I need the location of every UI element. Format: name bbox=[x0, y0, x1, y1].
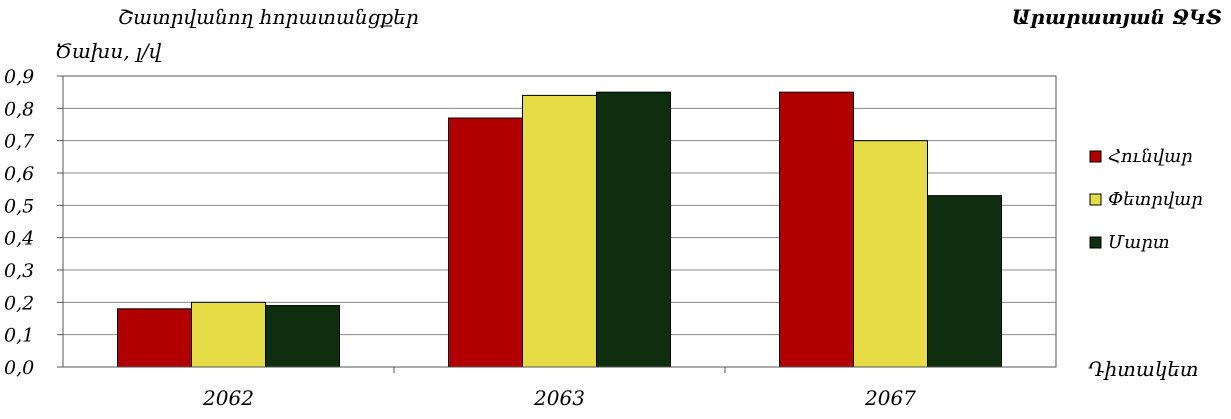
legend-label: Հունվար bbox=[1108, 146, 1193, 167]
legend-swatch bbox=[1089, 236, 1102, 249]
x-axis-label: Դիտակետ bbox=[1088, 357, 1199, 381]
chart-title-right: Արարատյան ՋԿՏ bbox=[1012, 5, 1222, 29]
x-tick-label: 2067 bbox=[864, 386, 916, 410]
legend-label: Մարտ bbox=[1108, 232, 1170, 253]
bar bbox=[191, 301, 266, 368]
y-tick-label: 0,1 bbox=[4, 325, 34, 347]
bar bbox=[853, 140, 928, 368]
y-tick-label: 0,2 bbox=[4, 292, 34, 314]
y-tick-label: 0,3 bbox=[4, 260, 34, 282]
bars bbox=[117, 91, 1002, 368]
bar bbox=[522, 94, 597, 368]
bar bbox=[117, 308, 192, 368]
legend-label: Փետրվար bbox=[1108, 189, 1203, 210]
bar bbox=[265, 305, 340, 368]
bar bbox=[927, 195, 1002, 368]
y-tick-label: 0,6 bbox=[4, 163, 34, 185]
legend-swatch bbox=[1089, 150, 1102, 163]
x-tick-label: 2063 bbox=[533, 386, 585, 410]
plot-frame bbox=[62, 75, 1057, 368]
y-tick-label: 0,9 bbox=[4, 66, 34, 88]
bar bbox=[448, 117, 523, 368]
y-tick-label: 0,8 bbox=[4, 98, 34, 120]
bar bbox=[779, 91, 854, 368]
y-tick-label: 0,5 bbox=[4, 195, 34, 217]
y-tick-label: 0,0 bbox=[4, 357, 34, 379]
axes: 0,0 0,1 0,2 0,3 0,4 0,5 0,6 0,7 0,8 0,9 2062 2063 20… bbox=[4, 66, 1057, 410]
chart-title-line2: Ծախս, լ/վ bbox=[55, 39, 162, 63]
legend: Հունվար Փետրվար Մարտ bbox=[1089, 146, 1203, 253]
chart-title-line1: Շատրվանող հորատանցքեր bbox=[118, 5, 419, 29]
bar bbox=[596, 91, 671, 368]
legend-swatch bbox=[1089, 193, 1102, 206]
y-tick-label: 0,7 bbox=[4, 131, 35, 153]
y-tick-label: 0,4 bbox=[4, 228, 34, 250]
x-tick-label: 2062 bbox=[202, 386, 254, 410]
